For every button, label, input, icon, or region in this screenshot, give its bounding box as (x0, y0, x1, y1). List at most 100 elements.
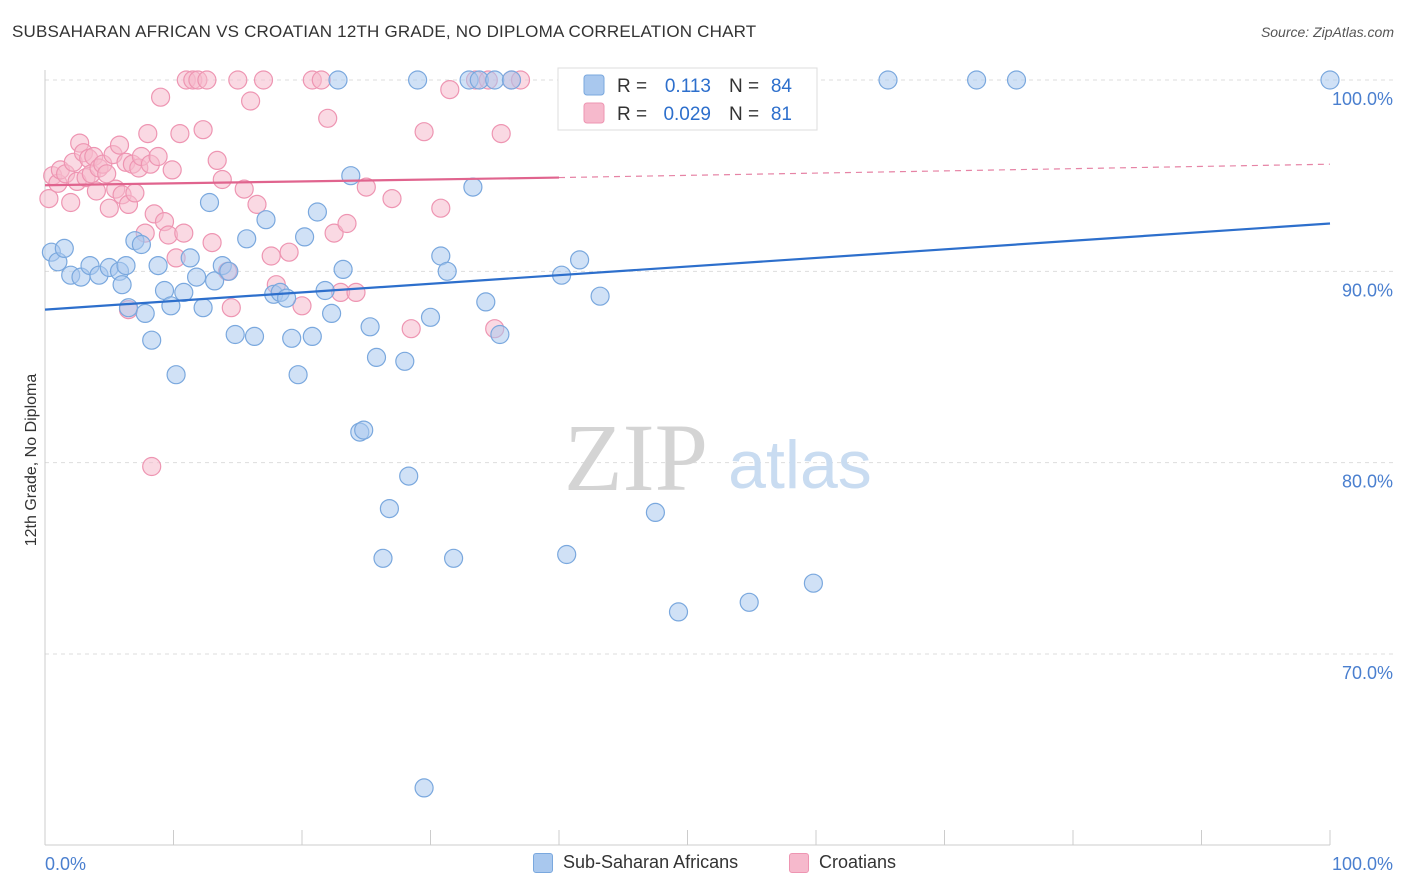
croatian-point-53 (241, 91, 261, 111)
bottom-legend-label-sub-saharan: Sub-Saharan Africans (563, 852, 739, 872)
croatian-point-26 (125, 183, 145, 203)
croatian-point-70 (414, 122, 434, 142)
sub-saharan-point-38 (302, 326, 322, 346)
sub-saharan-point-39 (307, 202, 327, 222)
sub-saharan-point-77 (1320, 70, 1340, 90)
sub-saharan-point-58 (444, 548, 464, 568)
sub-saharan-point-2 (54, 238, 74, 258)
bottom-legend-item-sub-saharan: Sub-Saharan Africans (533, 852, 738, 873)
sub-saharan-point-52 (399, 466, 419, 486)
legend-swatch-pink (583, 102, 605, 124)
croatian-point-66 (346, 282, 366, 302)
croatian-point-51 (228, 70, 248, 90)
legend-n-value-2: 81 (771, 104, 792, 125)
croatian-point-21 (109, 135, 130, 155)
sub-saharan-point-29 (237, 229, 257, 249)
croatian-point-65 (337, 213, 357, 234)
sub-saharan-point-9 (116, 256, 136, 276)
sub-saharan-point-28 (225, 324, 245, 345)
sub-saharan-point-70 (645, 502, 666, 523)
trend-line-croatians-extension (558, 163, 1331, 179)
sub-saharan-point-16 (148, 256, 168, 276)
source-credit: Source: ZipAtlas.com (1260, 24, 1394, 40)
croatian-point-55 (253, 70, 274, 90)
y-tick-label-80: 80.0% (1342, 472, 1393, 492)
sub-saharan-point-10 (112, 275, 132, 295)
sub-saharan-point-49 (373, 548, 393, 568)
croatian-point-39 (170, 124, 190, 144)
sub-saharan-point-73 (803, 573, 824, 593)
sub-saharan-point-53 (408, 70, 428, 90)
legend-n-label-2: N = (729, 104, 759, 125)
croatian-point-44 (193, 120, 213, 140)
sub-saharan-point-60 (463, 177, 483, 197)
sub-saharan-point-63 (485, 70, 505, 90)
legend-swatch-blue (583, 74, 605, 96)
croatian-point-72 (440, 79, 460, 100)
croatian-point-76 (491, 124, 511, 144)
sub-saharan-point-19 (166, 365, 186, 385)
chart-title: SUBSAHARAN AFRICAN VS CROATIAN 12TH GRAD… (12, 22, 757, 41)
y-tick-label-70: 70.0% (1342, 663, 1393, 683)
sub-saharan-point-13 (131, 234, 151, 255)
trend-line-sub-saharan (44, 222, 1331, 311)
sub-saharan-point-35 (282, 328, 302, 348)
bottom-legend-label-croatians: Croatians (819, 852, 897, 872)
croatian-point-68 (382, 189, 402, 209)
sub-saharan-point-18 (161, 296, 181, 316)
sub-saharan-point-15 (142, 330, 162, 350)
croatian-point-45 (197, 70, 217, 90)
sub-saharan-point-30 (244, 326, 265, 346)
sub-saharan-point-67 (557, 544, 577, 565)
sub-saharan-point-62 (476, 292, 496, 312)
watermark: ZIP atlas (564, 404, 872, 511)
legend: R = 0.113 N = 84 R = 0.029 N = 81 (557, 67, 818, 131)
sub-saharan-point-68 (569, 250, 590, 270)
croatian-point-30 (138, 124, 158, 144)
sub-saharan-point-72 (739, 592, 759, 612)
sub-saharan-point-57 (437, 261, 457, 281)
legend-r-label-2: R = (617, 104, 647, 125)
croatian-point-59 (292, 296, 312, 316)
sub-saharan-point-25 (205, 271, 225, 291)
croatian-point-56 (261, 246, 281, 266)
croatian-point-18 (99, 198, 119, 218)
croatian-point-37 (162, 160, 182, 180)
sub-saharan-point-34 (277, 288, 297, 308)
sub-saharan-point-76 (1006, 70, 1027, 90)
watermark-atlas: atlas (728, 427, 872, 503)
sub-saharan-point-69 (590, 286, 610, 306)
legend-r-value-1: 0.113 (665, 76, 711, 97)
sub-saharan-point-37 (295, 227, 315, 247)
sub-saharan-point-64 (490, 324, 510, 345)
croatian-point-54 (247, 194, 267, 214)
sub-saharan-point-46 (354, 420, 374, 440)
croatian-point-63 (324, 223, 344, 243)
sub-saharan-point-41 (322, 303, 342, 323)
sub-saharan-point-42 (328, 70, 348, 90)
sub-saharan-point-24 (199, 192, 220, 213)
trend-line-croatians (44, 176, 560, 187)
sub-saharan-point-20 (174, 282, 194, 302)
axes (44, 70, 1331, 846)
bottom-legend: Sub-Saharan Africans Croatians (0, 852, 1406, 878)
sub-saharan-point-23 (193, 298, 213, 318)
sub-saharan-point-65 (501, 70, 522, 90)
sub-saharan-point-36 (288, 365, 308, 385)
legend-n-label-1: N = (729, 76, 759, 97)
croatian-point-67 (356, 177, 376, 197)
watermark-zip: ZIP (564, 404, 708, 511)
legend-r-value-2: 0.029 (663, 104, 711, 125)
sub-saharan-point-22 (187, 267, 207, 287)
sub-saharan-point-11 (118, 298, 139, 318)
legend-n-value-1: 84 (771, 76, 793, 97)
croatian-point-61 (311, 70, 331, 90)
series-sub-saharan-points (41, 70, 1340, 798)
sub-saharan-point-55 (420, 307, 441, 327)
croatian-point-80 (142, 456, 162, 477)
croatian-point-33 (148, 146, 168, 167)
sub-saharan-point-51 (395, 351, 415, 371)
sub-saharan-point-54 (414, 778, 434, 798)
croatian-point-50 (221, 298, 241, 318)
bottom-legend-item-croatians: Croatians (789, 852, 896, 873)
